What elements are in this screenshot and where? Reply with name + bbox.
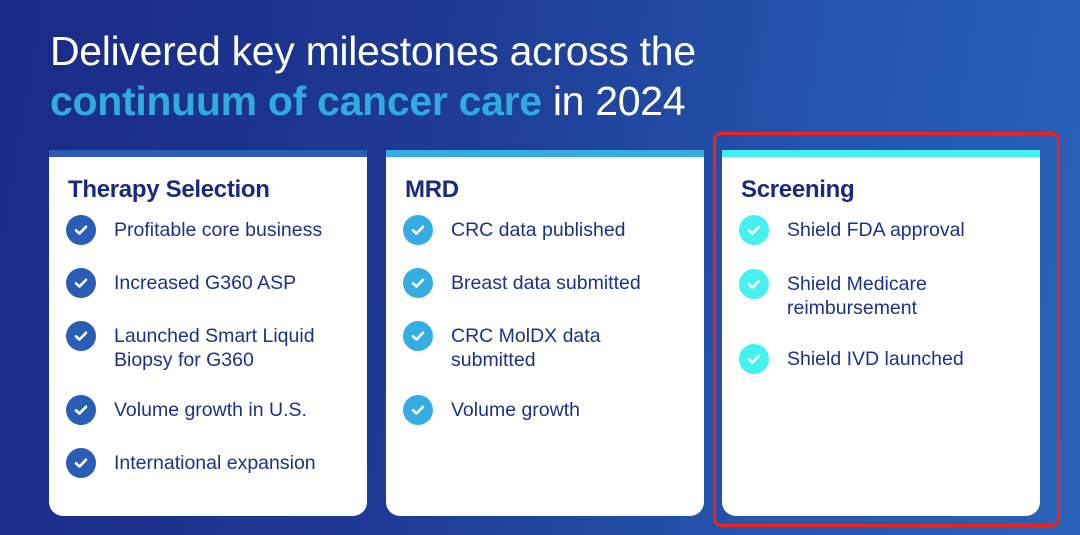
list-item: Increased G360 ASP (66, 268, 367, 298)
milestone-text: CRC MolDX data submitted (451, 325, 601, 371)
milestone-text: Shield IVD launched (787, 348, 964, 370)
check-circle-icon (66, 215, 96, 245)
list-item: Volume growth (403, 395, 704, 425)
card-accent-bar (386, 150, 704, 157)
milestone-text: Volume growth in U.S. (114, 399, 307, 421)
slide-title: Delivered key milestones across the cont… (50, 26, 696, 126)
milestone-text: Breast data submitted (451, 272, 641, 294)
check-circle-icon (403, 268, 433, 298)
card-heading: MRD (405, 176, 459, 203)
card-heading: Screening (741, 176, 855, 203)
list-item: Shield FDA approval (739, 215, 1040, 245)
list-item: Shield Medicare reimbursement (739, 269, 1040, 320)
milestone-text: Launched Smart Liquid Biopsy for G360 (114, 325, 315, 371)
title-line-1: Delivered key milestones across the (50, 28, 696, 74)
list-item: Volume growth in U.S. (66, 395, 367, 425)
card-screening: Screening Shield FDA approval Shield Med… (722, 150, 1040, 516)
list-item: Profitable core business (66, 215, 367, 245)
title-line-2: continuum of cancer care in 2024 (50, 76, 696, 126)
card-mrd: MRD CRC data published Breast data submi… (386, 150, 704, 516)
milestone-list: Profitable core business Increased G360 … (66, 215, 367, 478)
milestone-text: Shield FDA approval (787, 219, 965, 241)
milestone-text: Shield Medicare reimbursement (787, 273, 927, 319)
milestone-text: Increased G360 ASP (114, 272, 297, 294)
card-accent-bar (49, 150, 367, 157)
title-accent-text: continuum of cancer care (50, 78, 542, 124)
card-therapy-selection: Therapy Selection Profitable core busine… (49, 150, 367, 516)
list-item: Launched Smart Liquid Biopsy for G360 (66, 321, 367, 372)
list-item: CRC data published (403, 215, 704, 245)
check-circle-icon (739, 269, 769, 299)
check-circle-icon (403, 395, 433, 425)
check-circle-icon (66, 395, 96, 425)
milestone-text: International expansion (114, 452, 316, 474)
check-circle-icon (403, 321, 433, 351)
list-item: Breast data submitted (403, 268, 704, 298)
card-accent-bar (722, 150, 1040, 157)
list-item: International expansion (66, 448, 367, 478)
check-circle-icon (739, 344, 769, 374)
milestone-list: CRC data published Breast data submitted… (403, 215, 704, 425)
milestone-list: Shield FDA approval Shield Medicare reim… (739, 215, 1040, 374)
title-rest-text: in 2024 (541, 78, 686, 124)
check-circle-icon (739, 215, 769, 245)
check-circle-icon (66, 268, 96, 298)
check-circle-icon (403, 215, 433, 245)
list-item: Shield IVD launched (739, 344, 1040, 374)
milestone-text: Profitable core business (114, 219, 323, 241)
card-heading: Therapy Selection (68, 176, 270, 203)
milestone-text: CRC data published (451, 219, 626, 241)
milestone-text: Volume growth (451, 399, 580, 421)
check-circle-icon (66, 448, 96, 478)
list-item: CRC MolDX data submitted (403, 321, 704, 372)
check-circle-icon (66, 321, 96, 351)
